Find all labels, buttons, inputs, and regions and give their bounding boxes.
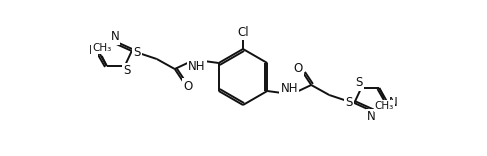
Text: Cl: Cl	[237, 25, 249, 39]
Text: S: S	[346, 95, 353, 109]
Text: O: O	[294, 61, 303, 75]
Text: O: O	[183, 80, 192, 93]
Text: N: N	[111, 31, 119, 44]
Text: N: N	[389, 97, 397, 110]
Text: N: N	[367, 110, 375, 124]
Text: S: S	[123, 64, 131, 78]
Text: NH: NH	[281, 81, 298, 95]
Text: S: S	[133, 46, 140, 58]
Text: S: S	[356, 76, 363, 90]
Text: CH₃: CH₃	[92, 43, 112, 53]
Text: CH₃: CH₃	[375, 101, 394, 111]
Text: NH: NH	[188, 59, 206, 73]
Text: N: N	[88, 44, 97, 58]
